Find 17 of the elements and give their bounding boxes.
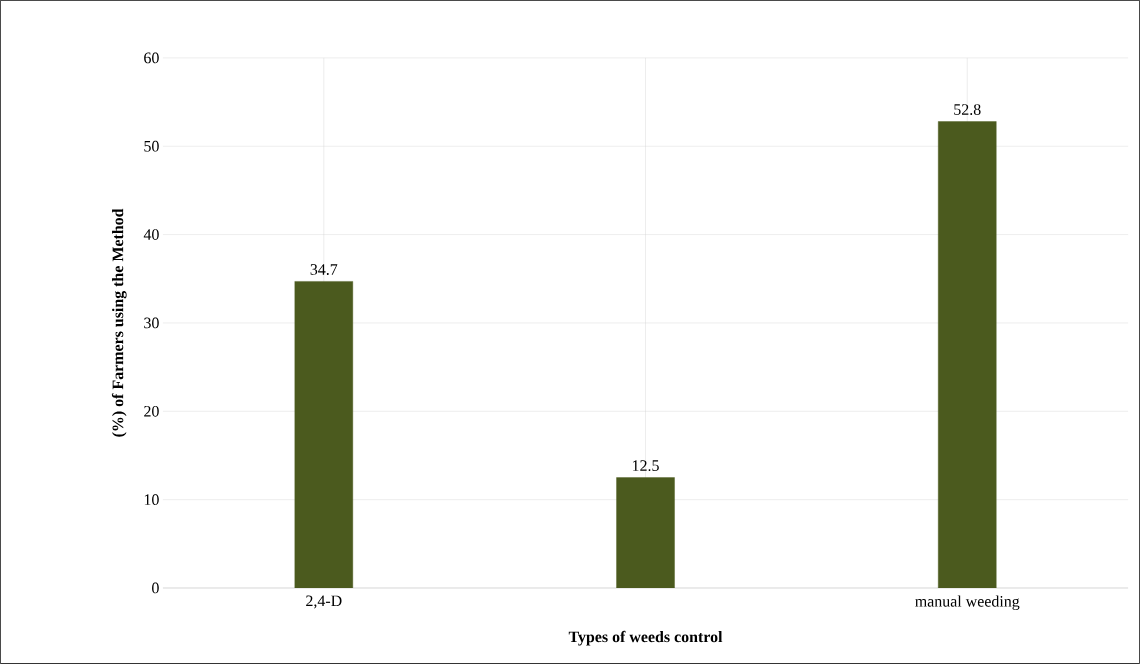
- bar: [294, 281, 354, 589]
- y-tick-label: 20: [144, 405, 159, 417]
- y-tick-label: 60: [144, 52, 159, 64]
- data-label: 12.5: [632, 460, 659, 472]
- y-tick-label: 10: [144, 494, 159, 506]
- y-tick-label: 30: [144, 317, 159, 329]
- y-tick-label: 50: [144, 140, 159, 152]
- y-axis-title: (%) of Farmers using the Method: [111, 208, 127, 437]
- bar: [938, 121, 997, 589]
- x-tick-label: 2,4-D: [306, 595, 342, 609]
- data-label: 34.7: [310, 264, 338, 275]
- y-tick-label: 40: [143, 229, 159, 241]
- y-tick-label: 0: [152, 582, 159, 594]
- x-axis-title: Types of weeds control: [568, 630, 723, 646]
- data-label: 52.8: [954, 104, 981, 116]
- x-tick-label: manual weeding: [915, 595, 1020, 611]
- bar: [616, 477, 675, 589]
